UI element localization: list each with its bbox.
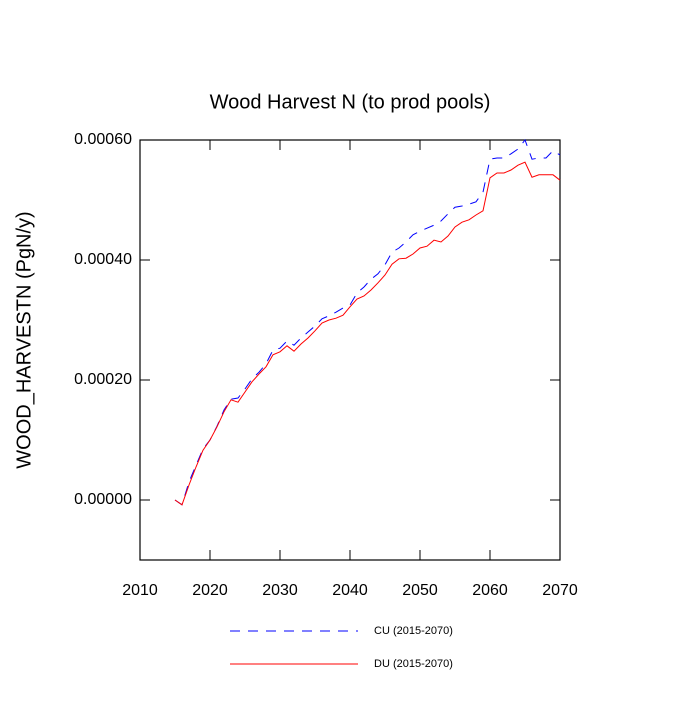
y-tick-label: 0.00000: [74, 491, 132, 508]
y-tick-label: 0.00060: [74, 131, 132, 148]
legend-label: CU (2015-2070): [374, 625, 453, 637]
y-tick-label: 0.00020: [74, 371, 132, 388]
data-line: [174, 161, 561, 506]
x-tick-label: 2030: [262, 582, 298, 599]
data-line: [174, 138, 561, 506]
x-tick-label: 2060: [472, 582, 508, 599]
y-axis-label: WOOD_HARVESTN (PgN/y): [13, 211, 35, 468]
x-tick-label: 2040: [332, 582, 368, 599]
legend-label: DU (2015-2070): [374, 658, 453, 670]
x-tick-label: 2020: [192, 582, 228, 599]
chart-title: Wood Harvest N (to prod pools): [210, 91, 491, 113]
y-tick-label: 0.00040: [74, 251, 132, 268]
x-tick-label: 2070: [542, 582, 578, 599]
x-tick-label: 2050: [402, 582, 438, 599]
x-tick-label: 2010: [122, 582, 158, 599]
